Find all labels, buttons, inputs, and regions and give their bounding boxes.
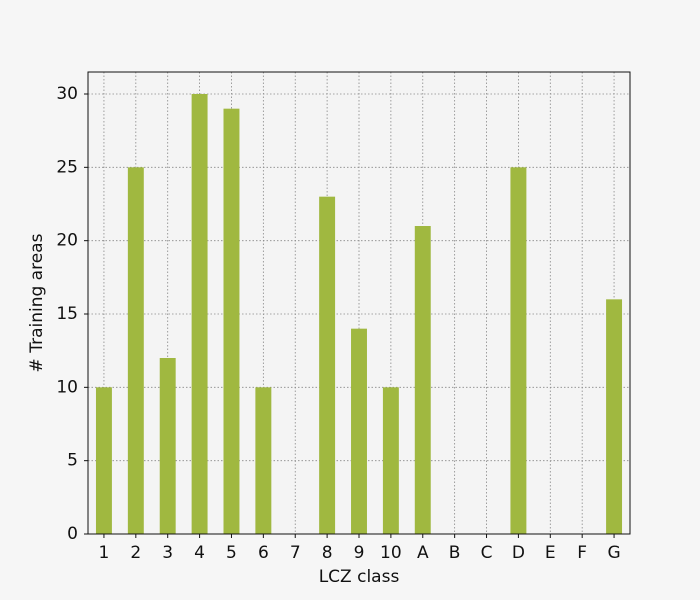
y-tick-label: 25 [56,157,78,177]
y-tick-label: 30 [56,84,78,104]
bar [159,358,176,534]
bar [414,226,431,534]
bar [319,196,336,534]
y-tick-label: 20 [56,231,78,251]
x-axis-label: LCZ class [319,567,400,587]
bar [606,299,623,534]
bar [351,328,367,534]
x-tick-label: 1 [99,543,110,563]
x-tick-label: 6 [258,543,269,563]
x-tick-label: B [449,543,461,563]
x-tick-label: 5 [226,543,237,563]
x-tick-label: A [417,543,429,563]
bar [191,94,208,534]
y-tick-label: 0 [67,524,78,544]
x-tick-label: 10 [380,543,402,563]
x-tick-label: E [545,543,556,563]
x-tick-label: 4 [194,543,205,563]
bars [95,94,623,535]
bar [223,108,240,535]
x-tick-label: 7 [290,543,301,563]
bar [382,387,399,534]
y-tick-label: 15 [56,304,78,324]
y-tick-label: 10 [56,377,78,397]
bar [510,167,527,535]
y-axis-label: # Training areas [27,233,47,372]
bar [95,387,112,534]
x-tick-label: 9 [354,543,365,563]
x-tick-label: 8 [322,543,333,563]
x-tick-label: F [577,543,587,563]
bar [255,387,272,534]
x-tick-label: C [481,543,493,563]
x-tick-label: 3 [162,543,173,563]
x-tick-label: G [607,543,620,563]
x-tick-label: 2 [130,543,141,563]
bar [127,167,144,535]
y-tick-label: 5 [67,451,78,471]
x-tick-label: D [512,543,525,563]
